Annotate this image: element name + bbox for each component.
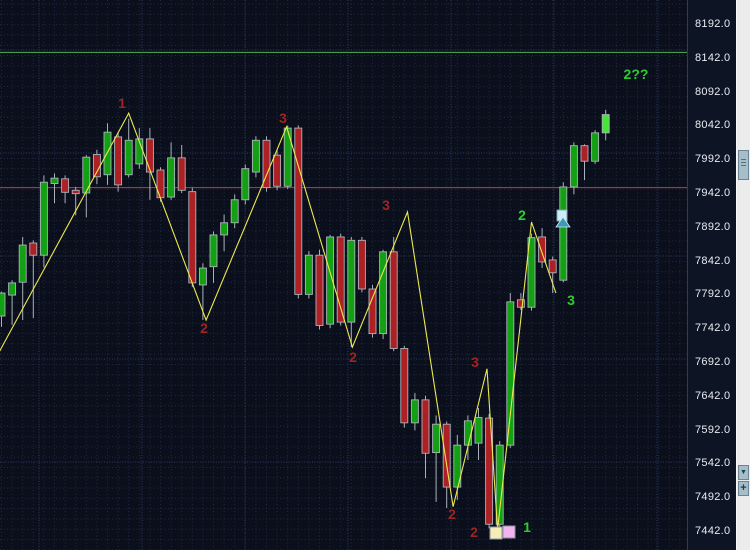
candle (262, 136, 271, 192)
wave-label: 3 (382, 197, 390, 213)
candle (347, 236, 356, 348)
candle (516, 293, 525, 310)
candle (580, 144, 589, 181)
candle (18, 236, 27, 321)
wave-label: 2 (518, 207, 526, 223)
candle (421, 395, 430, 479)
thumb-grip-line (741, 165, 746, 166)
grid (0, 0, 687, 550)
wave-label: 1 (118, 95, 126, 111)
wave-label: 3 (471, 354, 479, 370)
price-axis-label: 7992.0 (695, 153, 731, 166)
wave-label: 3 (567, 292, 575, 308)
price-axis-label: 7592.0 (695, 423, 731, 436)
candle (538, 228, 547, 269)
candle (8, 280, 17, 325)
candle (410, 393, 419, 431)
thumb-grip-line (741, 162, 746, 163)
wave-label: 2?? (624, 66, 649, 82)
price-axis-label: 7942.0 (695, 187, 731, 199)
candle (368, 284, 377, 338)
candle (315, 249, 324, 330)
candle (145, 128, 154, 200)
candle (432, 415, 441, 502)
candle (124, 118, 133, 178)
wave-label: 2 (200, 320, 208, 336)
candle (506, 293, 515, 448)
price-axis-label: 8142.0 (695, 51, 731, 64)
candle (304, 251, 313, 299)
thumb-grip-line (741, 159, 746, 160)
wave-label: 2 (349, 349, 357, 365)
scroll-down-button[interactable]: ▼ (738, 465, 749, 480)
candle (61, 175, 70, 204)
pink-square-marker[interactable] (502, 525, 516, 539)
candle (601, 109, 610, 141)
cyan-order-marker[interactable] (555, 209, 571, 228)
wave-labels: 1 2 3 2 3 2 3 2 1 2 3 2?? (118, 66, 648, 540)
candle (569, 142, 578, 195)
candle (0, 291, 6, 327)
price-axis-label: 7542.0 (695, 457, 731, 470)
candle (326, 234, 335, 329)
zoom-in-button[interactable]: + (738, 481, 749, 496)
candle (220, 214, 229, 252)
candle (50, 173, 59, 204)
candle (389, 236, 398, 352)
candle (82, 155, 91, 218)
candle (241, 164, 250, 205)
wave-label: 2 (470, 524, 478, 540)
wave-label: 1 (523, 519, 531, 535)
candles-layer (0, 109, 610, 533)
yellow-square-marker[interactable] (489, 526, 503, 540)
candle (103, 123, 112, 185)
candle (559, 182, 568, 283)
candlestick-chart: 1 2 3 2 3 2 3 2 1 2 3 2?? (0, 0, 687, 550)
candle (591, 130, 600, 164)
candle (114, 132, 123, 192)
candle (167, 142, 176, 200)
candle (294, 125, 303, 299)
candle (209, 231, 218, 283)
price-axis-label: 7742.0 (695, 322, 731, 335)
candle (336, 233, 345, 326)
price-axis-label: 8192.0 (695, 18, 731, 30)
candle (485, 414, 494, 529)
right-scrollbar[interactable]: ▼ + (736, 0, 750, 550)
candle (156, 167, 165, 202)
candle (474, 407, 483, 461)
scrollbar-thumb[interactable] (738, 150, 749, 180)
candle (230, 194, 239, 229)
price-axis-label: 7792.0 (695, 288, 731, 301)
price-axis-label: 7842.0 (695, 254, 731, 267)
candle (495, 441, 504, 533)
candle (527, 233, 536, 311)
price-axis-label: 7692.0 (695, 356, 731, 368)
candle (251, 136, 260, 178)
price-axis-label: 7492.0 (695, 491, 731, 504)
wave-label: 2 (448, 506, 456, 522)
chart-area[interactable]: 1 2 3 2 3 2 3 2 1 2 3 2?? (0, 0, 687, 550)
candle (188, 187, 197, 287)
candle (548, 256, 557, 294)
price-axis-label: 8092.0 (695, 85, 731, 98)
candle (39, 175, 48, 268)
wave-label: 3 (279, 110, 287, 126)
zigzag-line[interactable] (0, 111, 557, 530)
price-axis-label: 7892.0 (695, 220, 731, 233)
candle (177, 145, 186, 193)
candle (29, 240, 38, 319)
candle (283, 125, 292, 189)
candle (273, 149, 282, 191)
candle (400, 345, 409, 428)
candle (379, 249, 388, 340)
candle (357, 236, 366, 293)
price-axis[interactable]: 8192.0 8142.0 8092.0 8042.0 7992.0 7942.0 7892… (687, 0, 736, 550)
price-axis-label: 7642.0 (695, 389, 731, 402)
price-axis-label: 7442.0 (695, 525, 731, 537)
price-axis-label: 8042.0 (695, 119, 731, 132)
